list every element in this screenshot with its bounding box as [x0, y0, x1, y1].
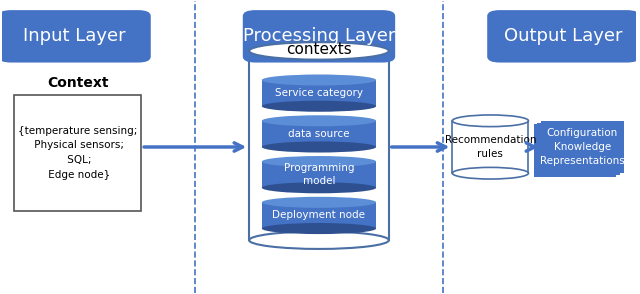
Text: data source: data source [288, 129, 349, 139]
FancyBboxPatch shape [243, 10, 395, 63]
Text: Service category: Service category [275, 88, 363, 98]
Ellipse shape [262, 223, 376, 234]
Ellipse shape [452, 115, 529, 127]
FancyBboxPatch shape [538, 123, 620, 175]
Ellipse shape [262, 197, 376, 208]
Polygon shape [452, 121, 529, 173]
Ellipse shape [262, 141, 376, 153]
Text: Input Layer: Input Layer [23, 27, 126, 45]
Polygon shape [249, 51, 389, 240]
FancyBboxPatch shape [487, 10, 639, 63]
FancyBboxPatch shape [534, 124, 616, 177]
Ellipse shape [262, 101, 376, 112]
Text: Processing Layer: Processing Layer [243, 27, 395, 45]
Polygon shape [262, 202, 376, 228]
Ellipse shape [262, 182, 376, 193]
Ellipse shape [262, 156, 376, 167]
Polygon shape [262, 121, 376, 147]
Polygon shape [262, 162, 376, 188]
Text: Programming
model: Programming model [284, 163, 354, 186]
Ellipse shape [262, 74, 376, 86]
Text: Output Layer: Output Layer [504, 27, 623, 45]
FancyBboxPatch shape [541, 121, 624, 173]
Text: Deployment node: Deployment node [273, 211, 365, 220]
Text: {temperature sensing;
 Physical sensors;
 SQL;
 Edge node}: {temperature sensing; Physical sensors; … [18, 126, 138, 180]
Ellipse shape [262, 115, 376, 126]
FancyBboxPatch shape [14, 95, 141, 211]
Text: Context: Context [47, 76, 109, 90]
Text: contexts: contexts [286, 42, 352, 57]
Text: Configuration
Knowledge
Representations: Configuration Knowledge Representations [540, 128, 625, 166]
Polygon shape [262, 80, 376, 106]
Ellipse shape [452, 167, 529, 179]
FancyBboxPatch shape [0, 10, 151, 63]
Ellipse shape [249, 231, 389, 249]
Text: Recommendation
rules: Recommendation rules [445, 136, 536, 158]
Ellipse shape [249, 42, 389, 60]
